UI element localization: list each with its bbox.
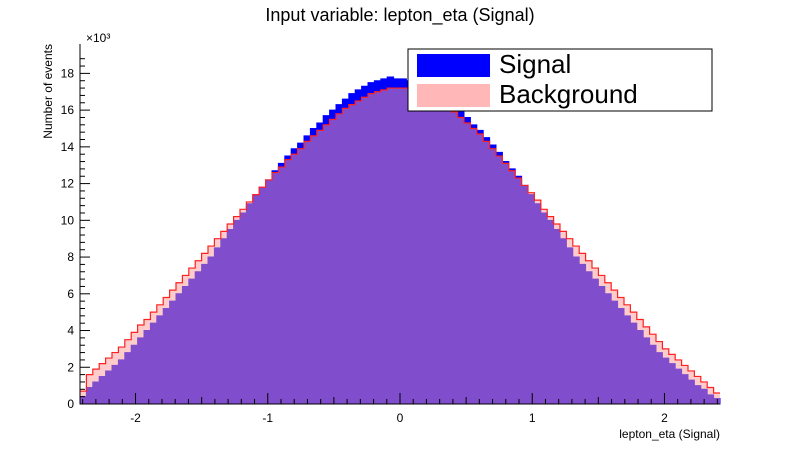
legend-swatch-signal <box>417 54 490 77</box>
chart-title: Input variable: lepton_eta (Signal) <box>265 5 535 25</box>
legend-label-signal: Signal <box>499 49 571 79</box>
x-tick-label: -2 <box>130 411 141 425</box>
y-tick-label: 6 <box>67 287 74 301</box>
x-tick-label: -1 <box>262 411 273 425</box>
y-tick-label: 0 <box>67 397 74 411</box>
y-tick-label: 8 <box>67 250 74 264</box>
y-tick-label: 2 <box>67 360 74 374</box>
x-tick-label: 1 <box>529 411 536 425</box>
y-axis-multiplier: ×10³ <box>86 31 110 45</box>
y-tick-label: 18 <box>61 66 75 80</box>
series-background-outline <box>80 87 720 394</box>
legend: Signal Background <box>407 48 713 112</box>
series-background-fill <box>80 88 720 404</box>
series-layer <box>79 76 721 405</box>
legend-label-background: Background <box>499 79 638 109</box>
y-tick-label: 4 <box>67 324 74 338</box>
y-axis-title: Number of events <box>41 44 55 139</box>
x-axis-title: lepton_eta (Signal) <box>619 427 720 441</box>
y-tick-label: 12 <box>61 177 75 191</box>
legend-swatch-background <box>417 84 490 107</box>
y-tick-label: 10 <box>61 213 75 227</box>
x-tick-label: 0 <box>397 411 404 425</box>
y-tick-label: 14 <box>61 140 75 154</box>
y-tick-label: 16 <box>61 103 75 117</box>
x-tick-label: 2 <box>661 411 668 425</box>
